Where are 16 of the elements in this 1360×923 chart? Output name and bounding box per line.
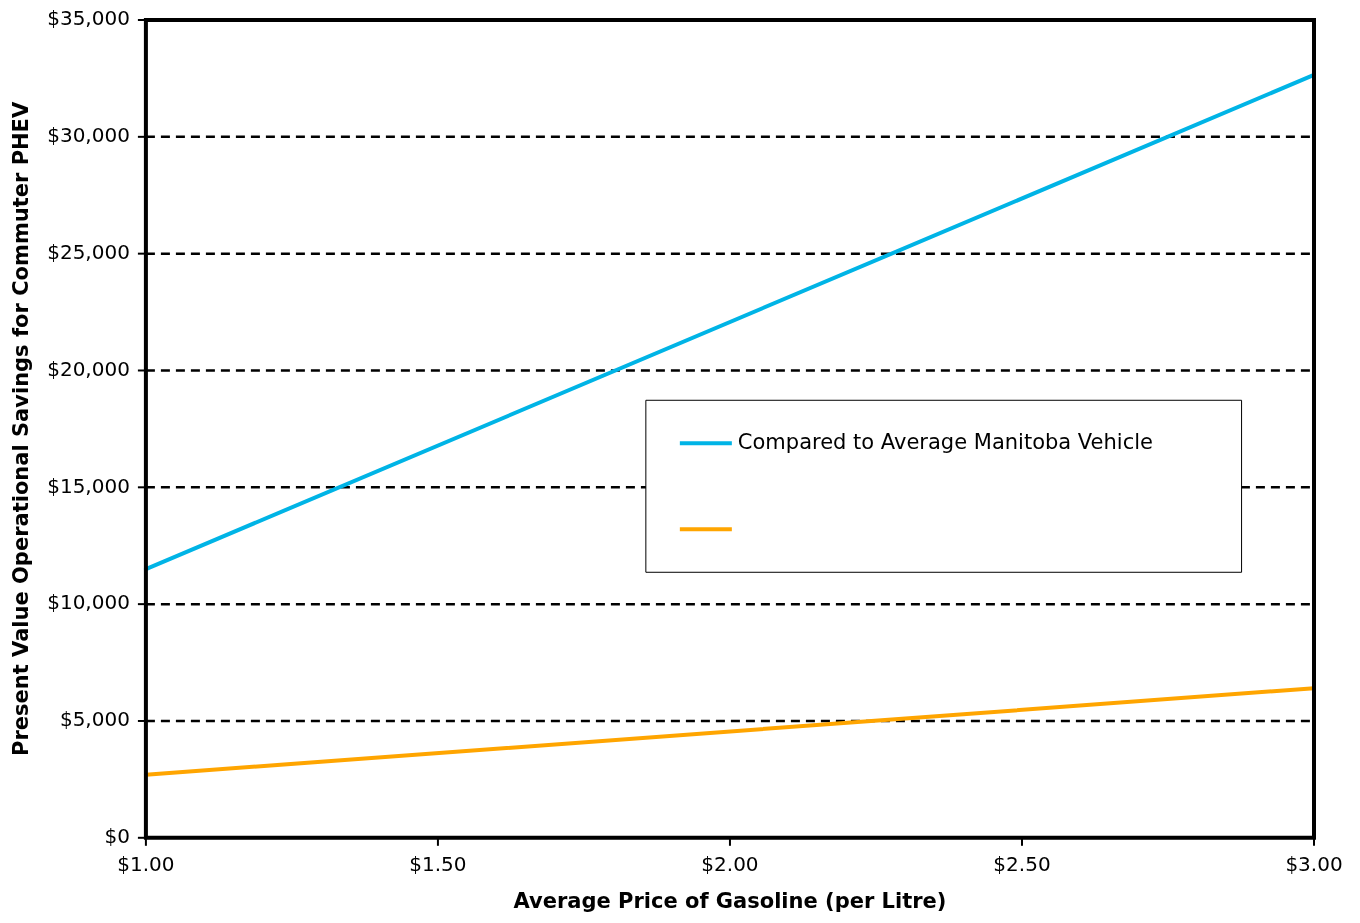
y-tick-label: $0 xyxy=(104,824,130,848)
x-axis-title: Average Price of Gasoline (per Litre) xyxy=(513,888,947,913)
x-tick-label: $1.50 xyxy=(409,852,467,876)
x-tick-label: $3.00 xyxy=(1285,852,1343,876)
y-tick-label: $25,000 xyxy=(47,239,130,264)
y-tick-label: $20,000 xyxy=(47,356,130,381)
y-tick-label: $30,000 xyxy=(47,123,130,148)
x-tick-label: $2.50 xyxy=(993,852,1051,876)
x-tick-label: $2.00 xyxy=(701,852,759,876)
y-tick-label: $15,000 xyxy=(47,473,130,498)
y-tick-label: $35,000 xyxy=(47,6,130,31)
y-tick-label: $10,000 xyxy=(47,590,130,615)
y-axis-title: Present Value Operational Savings for Commuter PHEV xyxy=(9,101,34,757)
y-tick-label: $5,000 xyxy=(59,707,130,732)
x-tick-label: $1.00 xyxy=(117,852,175,876)
legend-label: Compared to Average Manitoba Vehicle xyxy=(737,429,1153,454)
